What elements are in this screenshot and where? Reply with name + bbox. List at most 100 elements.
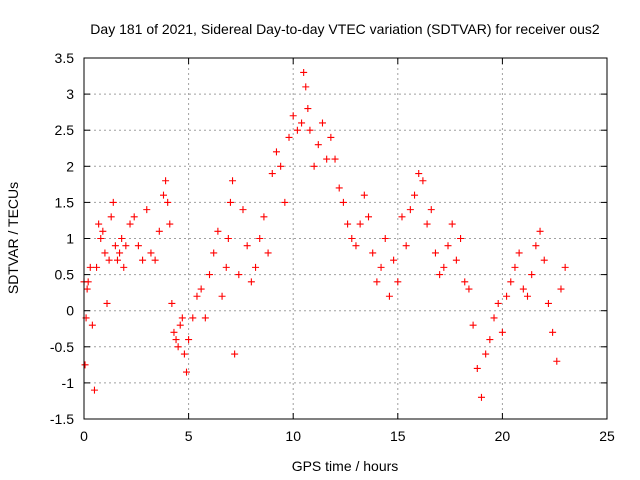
data-point [218,292,226,300]
data-point [97,235,105,242]
data-point [427,206,435,214]
data-point [494,299,502,307]
data-point [561,263,569,271]
data-point [252,263,260,271]
data-point [469,321,477,329]
data-point [423,220,431,228]
data-point [180,350,188,358]
x-tick-label: 10 [285,428,301,444]
data-point [398,213,406,221]
y-tick-label: 3 [66,86,74,102]
data-point [183,368,191,376]
data-point [544,299,552,307]
data-point [477,393,485,401]
data-point [452,256,460,264]
data-point [86,263,94,271]
y-tick-label: 0.5 [55,267,75,283]
data-point [81,361,89,369]
data-point [335,184,343,192]
data-point [528,271,536,279]
data-point [490,314,498,322]
data-point [511,263,519,271]
data-point [339,198,347,206]
data-point [289,112,297,120]
data-point [293,126,301,134]
y-tick-label: 3.5 [55,50,75,66]
data-point [302,83,310,91]
y-tick-label: 1.5 [55,194,75,210]
data-point [226,198,234,206]
data-point [164,198,172,206]
data-point [360,191,368,199]
data-point [159,191,167,199]
data-point [101,249,109,257]
axes: 0 5 10 15 20 25 -1.5 -1 -0.5 0 0.5 1 1.5 2 2.5 3 3.5 [50,50,615,444]
data-point [390,256,398,264]
y-tick-label: -1 [62,375,75,391]
data-point [224,235,232,242]
data-point [457,235,465,242]
data-point [394,278,402,286]
data-point [95,220,103,228]
data-point [298,119,306,127]
data-point [243,242,251,250]
data-point [465,285,473,293]
data-point [540,256,548,264]
data-point [103,299,111,307]
data-point [285,133,293,141]
data-point [193,292,201,300]
data-point [174,343,182,351]
data-point [178,314,186,322]
data-point [147,249,155,257]
data-point [176,321,184,329]
data-point [507,278,515,286]
data-point [88,321,96,329]
data-point [229,177,237,185]
data-point [473,364,481,372]
data-point [498,328,506,336]
data-point [553,357,561,365]
data-point [172,336,180,344]
data-point [415,170,423,178]
y-axis-label: SDTVAR / TECUs [5,182,21,294]
plot-frame [83,57,608,420]
data-point [122,242,130,250]
data-point [377,263,385,271]
data-point [348,235,356,242]
x-tick-label: 25 [599,428,615,444]
data-point [113,256,121,264]
data-point [111,242,119,250]
data-point [247,278,255,286]
data-point [440,263,448,271]
data-point [256,235,264,242]
data-point [185,336,193,344]
data-point [130,213,138,221]
data-point [318,119,326,127]
data-point [83,285,91,293]
data-point [365,213,373,221]
data-point [143,206,151,214]
data-point [515,249,523,257]
data-point [277,162,285,170]
data-point [356,220,364,228]
data-point [281,198,289,206]
data-point [84,278,92,286]
data-point [310,162,318,170]
data-point [166,220,174,228]
data-point [448,220,456,228]
data-point [139,256,147,264]
data-point [162,177,170,185]
data-point [231,350,239,358]
data-point [170,328,178,336]
data-point [402,242,410,250]
data-point [105,256,113,264]
data-point [264,249,272,257]
data-point [436,271,444,279]
data-point [373,278,381,286]
data-point [419,177,427,185]
data-point [549,328,557,336]
data-point [272,148,280,156]
data-point [189,314,197,322]
